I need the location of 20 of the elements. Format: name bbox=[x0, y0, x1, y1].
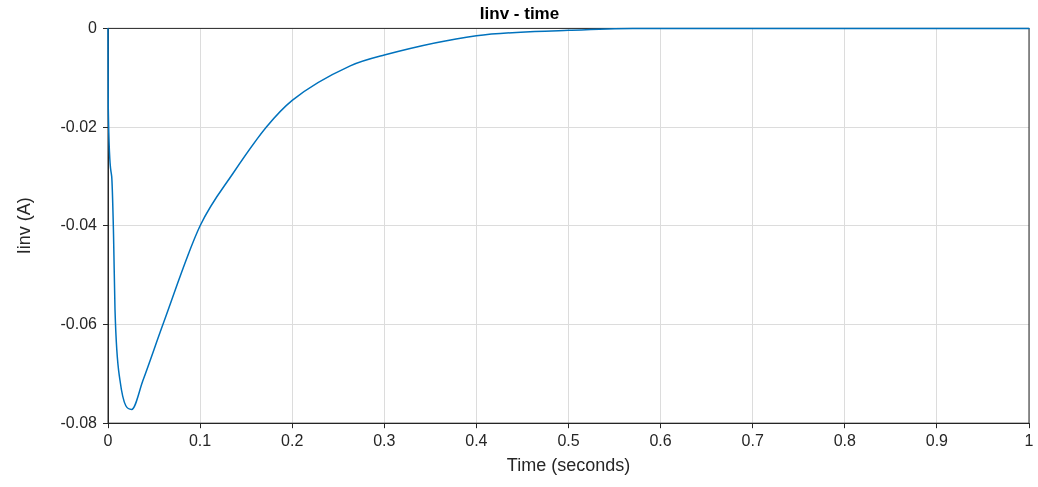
chart-title: Iinv - time bbox=[479, 3, 560, 23]
x-tick-label: 0.8 bbox=[833, 432, 857, 450]
y-tick-label: -0.08 bbox=[60, 413, 98, 431]
y-tick-label: 0 bbox=[88, 18, 98, 36]
line-series bbox=[107, 27, 1030, 411]
x-tick-label: 0 bbox=[103, 432, 113, 450]
x-tick-label: 0.5 bbox=[557, 432, 580, 450]
x-tick-label: 0.2 bbox=[281, 432, 304, 450]
x-tick-label: 0.1 bbox=[188, 432, 212, 450]
x-tick-label: 0.9 bbox=[925, 432, 949, 450]
x-tick-label: 1 bbox=[1024, 432, 1034, 450]
y-tick-label: -0.04 bbox=[60, 216, 98, 234]
y-axis-title: Iinv (A) bbox=[13, 197, 34, 255]
x-axis-title: Time (seconds) bbox=[506, 455, 631, 476]
y-tick-label: -0.02 bbox=[60, 117, 98, 135]
x-tick-label: 0.3 bbox=[373, 432, 396, 450]
x-tick-label: 0.4 bbox=[465, 432, 488, 450]
x-tick-label: 0.7 bbox=[741, 432, 764, 450]
x-tick-label: 0.6 bbox=[649, 432, 672, 450]
y-tick-label: -0.06 bbox=[60, 314, 98, 332]
